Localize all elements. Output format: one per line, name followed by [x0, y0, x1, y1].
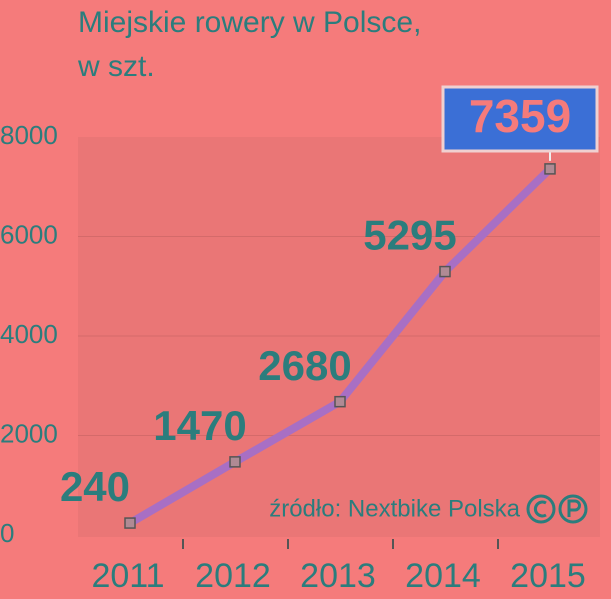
y-tick-label: 8000 [0, 120, 58, 150]
value-label: 2680 [258, 342, 351, 389]
x-tick-label: 2011 [91, 557, 164, 595]
value-label: 7359 [469, 90, 571, 142]
source: źródło: Nextbike Polska [269, 495, 520, 522]
value-label: 240 [60, 463, 130, 510]
x-tick-label: 2013 [300, 557, 376, 595]
marker [229, 456, 241, 468]
x-tick-label: 2012 [195, 557, 271, 595]
marker [439, 265, 451, 278]
marker [124, 517, 136, 529]
x-tick-label: 2015 [510, 557, 586, 595]
marker [544, 163, 556, 175]
x-tick-label: 2014 [405, 557, 481, 595]
y-tick-label: 0 [0, 518, 14, 548]
marker [334, 395, 346, 408]
value-box [441, 85, 599, 153]
chart-title: Miejskie rowery w Polsce, [78, 6, 421, 39]
y-tick-label: 2000 [0, 418, 58, 448]
value-label: 1470 [153, 402, 246, 449]
license-icons [526, 494, 588, 524]
y-tick-label: 4000 [0, 319, 58, 349]
value-label: 5295 [363, 212, 456, 259]
chart-title: w szt. [77, 50, 155, 83]
y-tick-label: 6000 [0, 219, 58, 249]
